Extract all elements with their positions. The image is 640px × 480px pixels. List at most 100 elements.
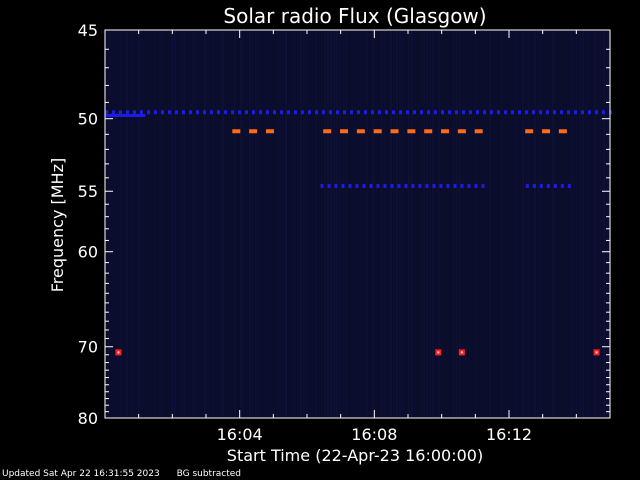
band-segment (567, 183, 571, 188)
band-segment (343, 110, 346, 115)
band-segment (217, 110, 220, 115)
hotspot-markers (115, 349, 600, 356)
noise-stripe (486, 30, 488, 418)
noise-stripe (504, 30, 506, 418)
noise-stripe (249, 30, 251, 418)
band-segment (481, 183, 485, 188)
band-segment (334, 183, 338, 188)
noise-stripe (537, 30, 539, 418)
band-segment (182, 110, 185, 115)
noise-stripe (594, 30, 596, 418)
band-segment (411, 183, 415, 188)
noise-stripe (219, 30, 221, 418)
band-segment (483, 110, 486, 115)
noise-stripe (579, 30, 581, 418)
band-segment (168, 110, 171, 115)
band-segment (161, 110, 164, 115)
noise-stripe (348, 30, 350, 418)
noise-stripe (540, 30, 542, 418)
noise-stripe (111, 30, 113, 418)
noise-stripe (498, 30, 500, 418)
noise-stripe (375, 30, 377, 418)
noise-stripe (174, 30, 176, 418)
band-segment (273, 110, 276, 115)
burst-marker (373, 129, 382, 134)
chart-title: Solar radio Flux (Glasgow) (223, 4, 486, 28)
noise-stripe (159, 30, 161, 418)
plot-area (105, 30, 610, 418)
noise-stripe (246, 30, 248, 418)
noise-stripe (483, 30, 485, 418)
noise-stripe (297, 30, 299, 418)
band-segment (336, 110, 339, 115)
noise-stripe (282, 30, 284, 418)
hotspot-core (595, 351, 598, 354)
band-segment (252, 110, 255, 115)
band-segment (525, 110, 528, 115)
noise-stripe (513, 30, 515, 418)
band-segment (467, 183, 471, 188)
band-segment (404, 183, 408, 188)
noise-stripe (303, 30, 305, 418)
noise-stripe (186, 30, 188, 418)
noise-stripe (195, 30, 197, 418)
band-segment (553, 110, 556, 115)
noise-stripe (546, 30, 548, 418)
noise-stripe (360, 30, 362, 418)
noise-stripe (567, 30, 569, 418)
band-segment (581, 110, 584, 115)
band-segment (112, 110, 115, 115)
noise-stripe (336, 30, 338, 418)
noise-stripe (438, 30, 440, 418)
band-segment (341, 183, 345, 188)
noise-stripe (573, 30, 575, 418)
band-segment (301, 110, 304, 115)
noise-stripe (357, 30, 359, 418)
band-segment (364, 110, 367, 115)
noise-stripe (405, 30, 407, 418)
noise-stripe (318, 30, 320, 418)
noise-stripe (300, 30, 302, 418)
noise-stripe (447, 30, 449, 418)
noise-stripe (180, 30, 182, 418)
burst-marker (558, 129, 567, 134)
noise-stripe (330, 30, 332, 418)
noise-stripe (561, 30, 563, 418)
noise-stripe (462, 30, 464, 418)
y-tick-label: 60 (78, 243, 98, 262)
noise-stripe (252, 30, 254, 418)
noise-stripe (123, 30, 125, 418)
band-segment (504, 110, 507, 115)
noise-stripe (606, 30, 608, 418)
band-segment (105, 110, 108, 115)
hotspot-core (437, 351, 440, 354)
noise-stripe (381, 30, 383, 418)
band-segment (413, 110, 416, 115)
band-segment (525, 183, 529, 188)
band-segment (231, 110, 234, 115)
band-segment (427, 110, 430, 115)
band-segment (119, 110, 122, 115)
band-segment (308, 110, 311, 115)
band-segment (245, 110, 248, 115)
band-segment (560, 183, 564, 188)
band-segment (462, 110, 465, 115)
noise-stripe (285, 30, 287, 418)
band-segment (490, 110, 493, 115)
band-segment (320, 183, 324, 188)
burst-marker (424, 129, 433, 134)
noise-stripe (603, 30, 605, 418)
noise-stripe (525, 30, 527, 418)
band-segment (448, 110, 451, 115)
burst-marker (457, 129, 466, 134)
noise-stripe (177, 30, 179, 418)
noise-stripe (189, 30, 191, 418)
noise-stripe (366, 30, 368, 418)
band-segment (238, 110, 241, 115)
band-segment (259, 110, 262, 115)
noise-stripe (387, 30, 389, 418)
noise-stripe (465, 30, 467, 418)
y-tick-label: 70 (78, 338, 98, 357)
band-segment (595, 110, 598, 115)
